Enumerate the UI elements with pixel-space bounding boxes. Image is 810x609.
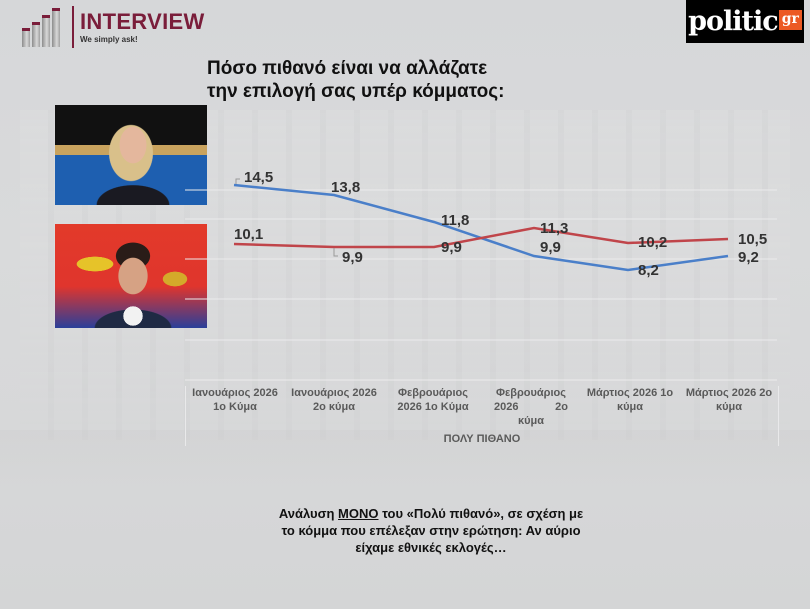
data-label-red-4: 10,2 <box>638 234 668 251</box>
data-label-red-5: 10,5 <box>738 231 768 248</box>
logo-divider <box>72 6 74 48</box>
legend-photo-red-series <box>55 224 207 328</box>
leader-line <box>235 178 240 184</box>
footnote-emphasis: ΜΟΝΟ <box>338 506 379 521</box>
data-label-blue-2: 11,8 <box>441 212 470 229</box>
data-label-red-2: 9,9 <box>441 239 462 256</box>
data-label-red-3: 11,3 <box>540 220 569 237</box>
series-line-red <box>233 226 729 249</box>
footnote-text: Ανάλυση <box>278 506 339 521</box>
politic-wordmark: politic <box>688 6 779 37</box>
data-label-blue-1: 13,8 <box>331 179 361 196</box>
politic-gr-logo: politic gr <box>686 0 804 43</box>
data-label-red-1: 9,9 <box>342 249 363 266</box>
x-tick-label: Μάρτιος 2026 1ο κύμα <box>586 387 674 413</box>
data-label-blue-3: 9,9 <box>540 239 561 256</box>
x-tick-label: Μάρτιος 2026 2ο κύμα <box>685 387 773 413</box>
bar-chart-logo-icon <box>22 7 66 47</box>
footnote: Ανάλυση ΜΟΝΟ του «Πολύ πιθανό», σε σχέση… <box>265 505 597 556</box>
x-axis-title: ΠΟΛΥ ΠΙΘΑΝΟ <box>443 433 521 445</box>
interview-title: INTERVIEW <box>80 8 205 34</box>
chart-title-line-1: Πόσο πιθανό είναι να αλλάζατε <box>207 58 488 79</box>
politic-gr-badge: gr <box>778 9 802 30</box>
data-label-blue-5: 9,2 <box>738 249 759 266</box>
data-label-blue-0: 14,5 <box>244 169 274 186</box>
series-line-blue <box>233 183 729 272</box>
x-tick-label: Φεβρουάριος 2026 1ο Κύμα <box>397 387 469 413</box>
footnote-line-3: είχαμε εθνικές εκλογές… <box>355 540 507 555</box>
interview-tagline: We simply ask! <box>80 34 138 44</box>
footnote-line-2: το κόμμα που επέλεξαν στην ερώτηση: Αν α… <box>281 523 581 538</box>
gridlines <box>185 189 777 381</box>
chart-title: Πόσο πιθανό είναι να αλλάζατε την επιλογ… <box>207 57 527 103</box>
leader-line <box>333 248 338 257</box>
background-ground <box>0 430 810 490</box>
x-tick-label: Ιανουάριος 2026 1ο Κύμα <box>192 387 278 413</box>
footnote-text: του «Πολύ πιθανό», σε σχέση με <box>378 506 584 521</box>
x-tick-label: Ιανουάριος 2026 2ο κύμα <box>291 387 377 413</box>
x-axis: Ιανουάριος 2026 1ο Κύμα Ιανουάριος 2026 2ο… <box>185 386 779 446</box>
legend-photo-blue-series <box>55 105 207 205</box>
interview-logo: INTERVIEW We simply ask! <box>22 5 205 49</box>
x-tick-label: Φεβρουάριος 2026 2ο κύμα <box>494 387 568 427</box>
chart-title-line-2: την επιλογή σας υπέρ κόμματος: <box>207 81 505 102</box>
data-label-red-0: 10,1 <box>234 226 264 243</box>
data-label-blue-4: 8,2 <box>638 262 659 279</box>
